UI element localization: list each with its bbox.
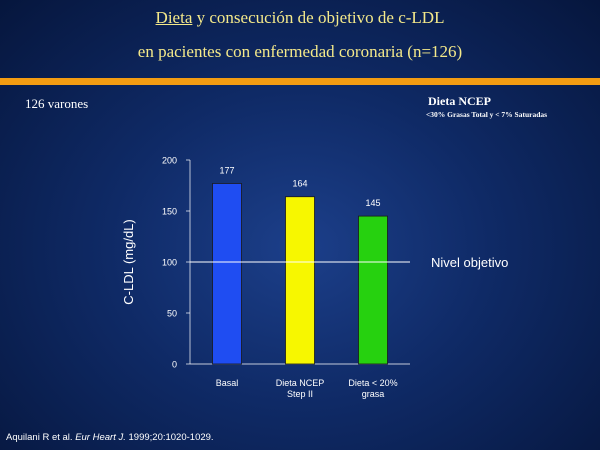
y-tick-label: 100: [162, 258, 177, 268]
y-tick-label: 150: [162, 207, 177, 217]
bar: [358, 215, 388, 365]
bar-value-label: 145: [365, 198, 380, 208]
x-tick-label-line2: Step II: [287, 389, 313, 399]
y-tick-label: 50: [167, 309, 177, 319]
chart-title-rest: y consecución de objetivo de c-LDL: [192, 8, 445, 27]
y-tick-label: 200: [162, 156, 177, 166]
subset-label: 126 varones: [25, 96, 89, 111]
bar: [285, 196, 315, 365]
x-tick-label-line2: grasa: [362, 389, 385, 399]
diet-box-detail: <30% Grasas Total y < 7% Saturadas: [426, 110, 548, 119]
bar-value-label: 177: [219, 165, 234, 175]
chart-title-keyword: Dieta: [155, 8, 193, 27]
citation-journal: Eur Heart J.: [75, 432, 126, 443]
title-divider: [0, 78, 600, 85]
chart-title-line2: en pacientes con enfermedad coronaria (n…: [137, 42, 463, 61]
x-tick-label: Dieta < 20%: [348, 378, 397, 388]
bar-value-label: 164: [292, 179, 307, 189]
x-tick-label: Dieta NCEP: [276, 378, 325, 388]
citation-details: 1999;20:1020-1029.: [125, 432, 214, 443]
bar: [212, 183, 242, 365]
x-tick-label: Basal: [216, 378, 239, 388]
citation: Aquilani R et al. Eur Heart J. 1999;20:1…: [6, 432, 214, 443]
chart-bars: [190, 183, 410, 365]
chart-title-line1: Dieta y consecución de objetivo de c-LDL: [0, 8, 600, 28]
reference-line-label: Nivel objetivo: [431, 255, 508, 270]
y-tick-label: 0: [172, 360, 177, 370]
diet-box-title: Dieta NCEP: [428, 94, 491, 108]
y-axis-label: C-LDL (mg/dL): [121, 219, 136, 304]
citation-authors: Aquilani R et al.: [6, 432, 76, 443]
